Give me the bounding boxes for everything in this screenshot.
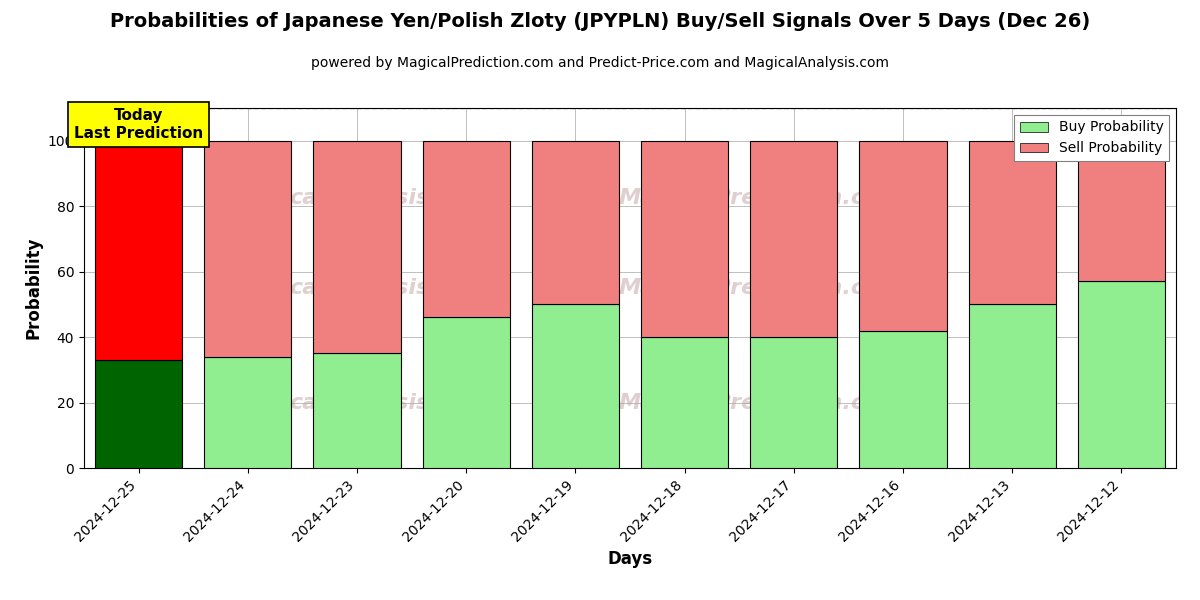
- Bar: [750, 141, 838, 337]
- Bar: [750, 337, 838, 468]
- Text: MagicalPrediction.com: MagicalPrediction.com: [619, 188, 904, 208]
- Text: calAnalysis.com: calAnalysis.com: [289, 188, 490, 208]
- Bar: [641, 337, 728, 468]
- Bar: [95, 360, 182, 468]
- Text: MagicalPrediction.com: MagicalPrediction.com: [619, 393, 904, 413]
- Y-axis label: Probability: Probability: [24, 237, 42, 339]
- Bar: [859, 331, 947, 468]
- Text: Today
Last Prediction: Today Last Prediction: [74, 108, 203, 140]
- Text: calAnalysis.com: calAnalysis.com: [289, 393, 490, 413]
- Text: powered by MagicalPrediction.com and Predict-Price.com and MagicalAnalysis.com: powered by MagicalPrediction.com and Pre…: [311, 56, 889, 70]
- Bar: [859, 141, 947, 331]
- Bar: [204, 357, 292, 468]
- Bar: [532, 141, 619, 304]
- Bar: [641, 141, 728, 337]
- Bar: [422, 141, 510, 317]
- X-axis label: Days: Days: [607, 550, 653, 568]
- Bar: [204, 141, 292, 357]
- Bar: [313, 353, 401, 468]
- Bar: [968, 141, 1056, 304]
- Text: calAnalysis.com: calAnalysis.com: [289, 278, 490, 298]
- Bar: [968, 304, 1056, 468]
- Bar: [532, 304, 619, 468]
- Text: MagicalPrediction.com: MagicalPrediction.com: [619, 278, 904, 298]
- Bar: [422, 317, 510, 468]
- Bar: [313, 141, 401, 353]
- Legend: Buy Probability, Sell Probability: Buy Probability, Sell Probability: [1014, 115, 1169, 161]
- Text: Probabilities of Japanese Yen/Polish Zloty (JPYPLN) Buy/Sell Signals Over 5 Days: Probabilities of Japanese Yen/Polish Zlo…: [110, 12, 1090, 31]
- Bar: [95, 141, 182, 360]
- Bar: [1078, 141, 1165, 281]
- Bar: [1078, 281, 1165, 468]
